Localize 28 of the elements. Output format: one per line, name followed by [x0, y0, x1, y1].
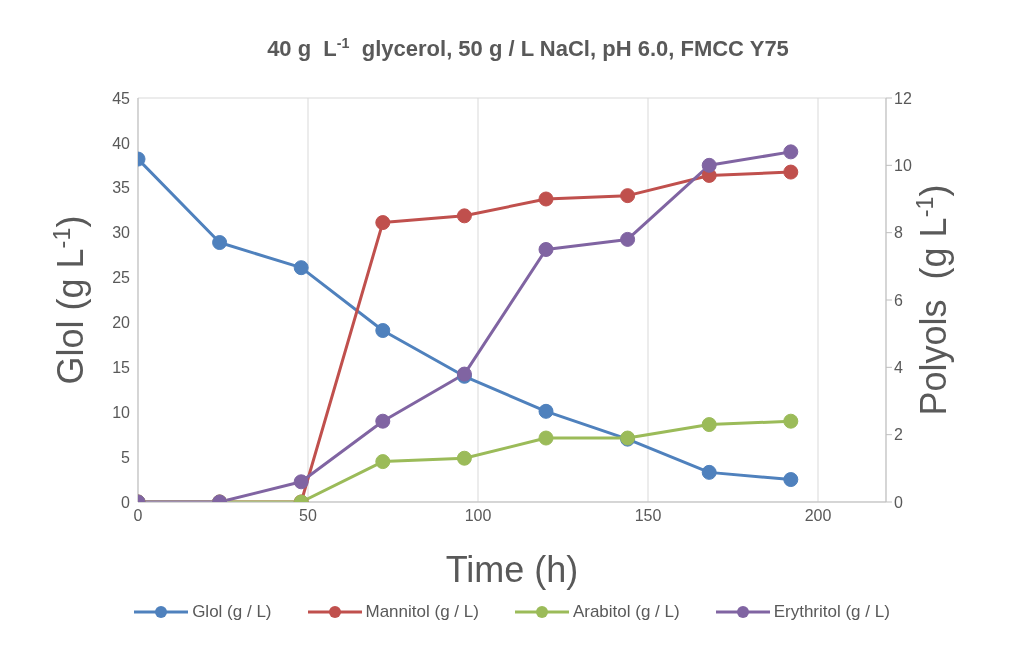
- y-tick-label: 30: [112, 224, 131, 242]
- y-tick-label: 15: [112, 359, 131, 377]
- x-tick-label: 50: [299, 507, 317, 525]
- legend-label: Erythritol (g / L): [773, 602, 890, 622]
- x-tick-label: 150: [634, 507, 662, 525]
- x-tick-label: 100: [464, 507, 492, 525]
- y2-tick-label: 10: [894, 157, 912, 175]
- x-tick-label: 0: [133, 507, 143, 525]
- y2-tick-label: 4: [894, 359, 903, 377]
- y-tick-label: 20: [112, 314, 131, 332]
- legend-label: Glol (g / L): [192, 602, 272, 622]
- y2-tick-label: 6: [894, 291, 903, 309]
- y-tick-label: 25: [112, 269, 131, 287]
- y2-tick-label: 12: [894, 89, 912, 107]
- y-tick-label: 35: [112, 179, 131, 197]
- legend-label: Arabitol (g / L): [572, 602, 680, 622]
- x-tick-label: 200: [804, 507, 832, 525]
- y2-tick-label: 8: [894, 224, 903, 242]
- y-tick-label: 40: [112, 134, 131, 152]
- y-tick-label: 5: [121, 448, 131, 466]
- y2-tick-label: 0: [894, 493, 903, 511]
- chart-title: 40 g L$^{-1}$ glycerol, 50 g / L NaCl, pH 6.0, FMCC Y75: [267, 35, 789, 61]
- y2-tick-label: 2: [894, 426, 903, 444]
- y-tick-label: 0: [121, 493, 131, 511]
- y-tick-label: 10: [112, 403, 131, 421]
- legend-label: Mannitol (g / L): [365, 602, 479, 622]
- x-axis-title: Time (h): [445, 549, 579, 590]
- y-tick-label: 45: [112, 89, 131, 107]
